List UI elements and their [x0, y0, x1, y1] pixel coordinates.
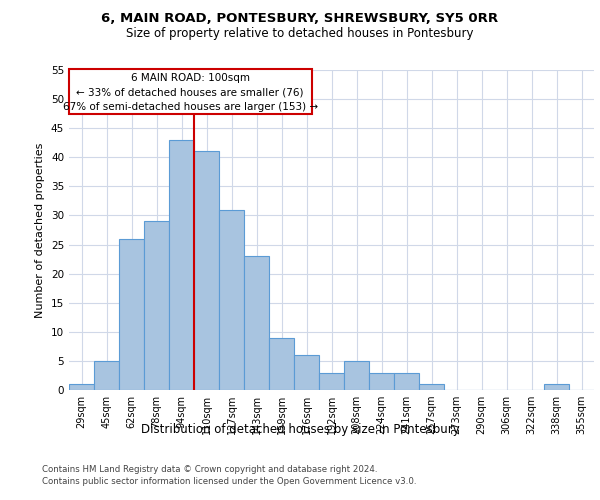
Text: Contains HM Land Registry data © Crown copyright and database right 2024.: Contains HM Land Registry data © Crown c… [42, 465, 377, 474]
Bar [194, 152, 219, 390]
Bar [394, 372, 419, 390]
Text: Size of property relative to detached houses in Pontesbury: Size of property relative to detached ho… [126, 28, 474, 40]
Text: ← 33% of detached houses are smaller (76): ← 33% of detached houses are smaller (76… [77, 88, 304, 98]
Text: Contains public sector information licensed under the Open Government Licence v3: Contains public sector information licen… [42, 478, 416, 486]
Bar [119, 238, 144, 390]
Bar [94, 361, 119, 390]
Bar [269, 338, 294, 390]
Bar [544, 384, 569, 390]
Text: 67% of semi-detached houses are larger (153) →: 67% of semi-detached houses are larger (… [62, 102, 318, 112]
Y-axis label: Number of detached properties: Number of detached properties [35, 142, 46, 318]
Text: 6, MAIN ROAD, PONTESBURY, SHREWSBURY, SY5 0RR: 6, MAIN ROAD, PONTESBURY, SHREWSBURY, SY… [101, 12, 499, 26]
Bar [219, 210, 244, 390]
Bar [294, 355, 319, 390]
Bar [344, 361, 369, 390]
Bar [244, 256, 269, 390]
Bar [419, 384, 444, 390]
Text: 6 MAIN ROAD: 100sqm: 6 MAIN ROAD: 100sqm [131, 73, 250, 83]
Bar [69, 384, 94, 390]
Text: Distribution of detached houses by size in Pontesbury: Distribution of detached houses by size … [140, 422, 460, 436]
Bar [144, 222, 169, 390]
Bar [319, 372, 344, 390]
Bar [369, 372, 394, 390]
Bar [169, 140, 194, 390]
FancyBboxPatch shape [69, 69, 311, 114]
